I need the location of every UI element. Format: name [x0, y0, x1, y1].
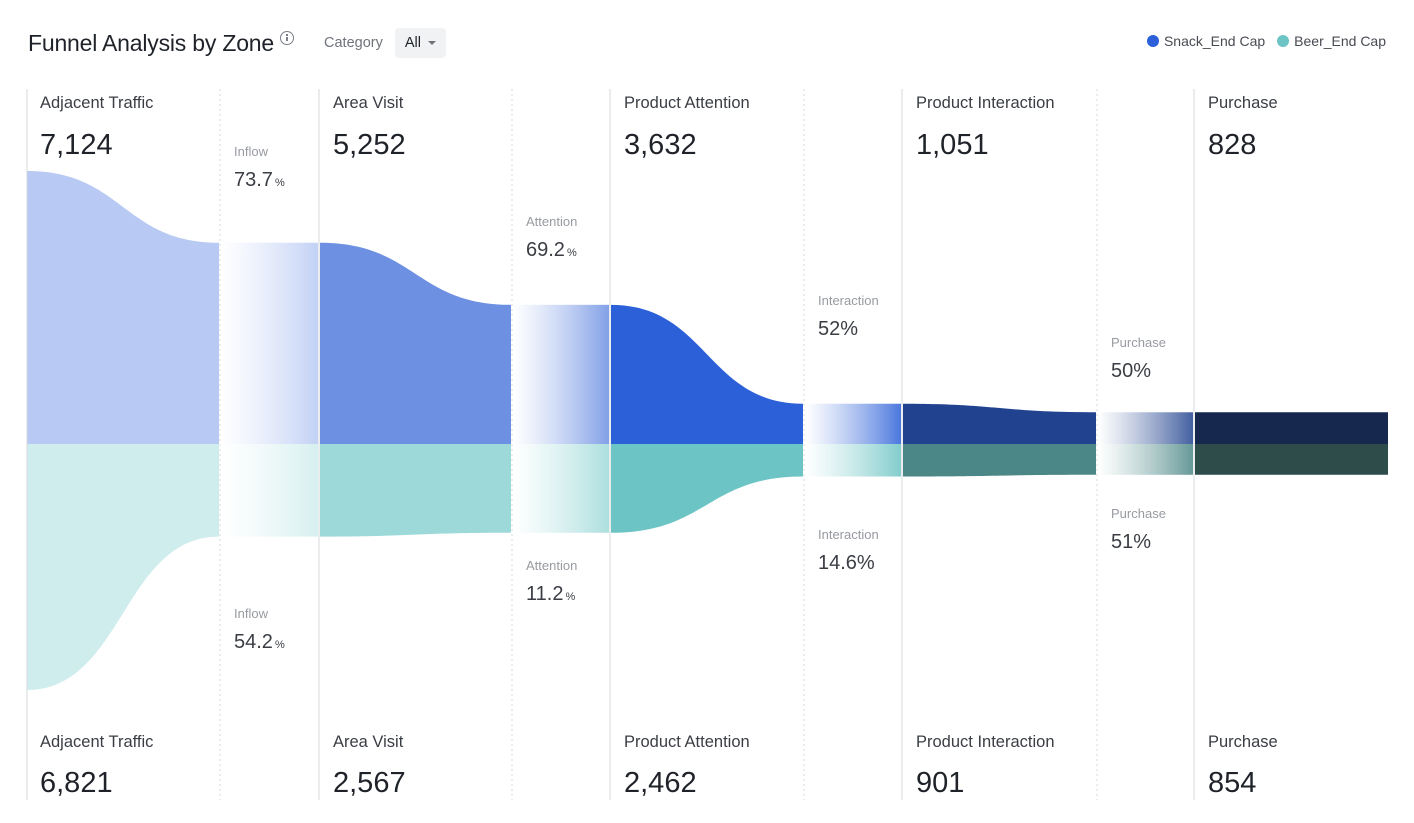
transition-rate-top-3: 50% [1111, 360, 1151, 382]
chevron-down-icon [427, 41, 436, 45]
category-dropdown-value: All [404, 35, 421, 51]
stage-value-top-2: 3,632 [624, 129, 697, 161]
info-icon[interactable] [280, 31, 294, 45]
transition-band-beer-1 [513, 444, 609, 533]
transition-rate-top-0: 73.7% [234, 169, 285, 191]
funnel-band-beer-0[interactable] [27, 444, 219, 690]
stage-label-top-3: Product Interaction [916, 94, 1055, 112]
transition-rate-top-1: 69.2% [526, 239, 577, 261]
transition-band-snack-1 [513, 304, 609, 444]
chart-header: Funnel Analysis by Zone Category All [28, 26, 446, 60]
stage-value-top-0: 7,124 [40, 129, 113, 161]
chart-legend: Snack_End Cap Beer_End Cap [1135, 33, 1386, 49]
category-dropdown[interactable]: All [394, 28, 446, 58]
legend-label-beer: Beer_End Cap [1294, 33, 1386, 49]
category-filter-label: Category [324, 35, 383, 51]
stage-label-bottom-2: Product Attention [624, 733, 750, 751]
transition-label-top-3: Purchase [1111, 335, 1166, 350]
stage-value-bottom-4: 854 [1208, 767, 1256, 799]
legend-item-beer[interactable]: Beer_End Cap [1277, 33, 1386, 49]
stage-value-bottom-1: 2,567 [333, 767, 406, 799]
funnel-band-snack-0[interactable] [27, 171, 219, 444]
transition-label-bottom-1: Attention [526, 558, 577, 573]
transition-label-top-2: Interaction [818, 293, 879, 308]
transition-band-beer-0 [221, 444, 318, 537]
stage-label-bottom-1: Area Visit [333, 733, 404, 751]
stage-value-bottom-0: 6,821 [40, 767, 113, 799]
legend-item-snack[interactable]: Snack_End Cap [1146, 33, 1266, 49]
transition-band-snack-2 [805, 403, 901, 444]
funnel-band-beer-1[interactable] [320, 444, 511, 537]
stage-value-bottom-2: 2,462 [624, 767, 697, 799]
chart-title: Funnel Analysis by Zone [28, 29, 274, 56]
transition-label-bottom-3: Purchase [1111, 506, 1166, 521]
transition-band-snack-3 [1098, 412, 1193, 444]
stage-label-top-2: Product Attention [624, 94, 750, 112]
stage-value-bottom-3: 901 [916, 767, 964, 799]
transition-band-beer-2 [805, 444, 901, 477]
stage-label-top-1: Area Visit [333, 94, 404, 112]
transition-label-top-1: Attention [526, 214, 577, 229]
funnel-band-beer-2[interactable] [611, 444, 803, 533]
transition-band-snack-0 [221, 242, 318, 444]
transition-rate-bottom-0: 54.2% [234, 631, 285, 653]
legend-swatch-beer [1277, 35, 1290, 47]
transition-rate-bottom-2: 14.6% [818, 552, 875, 574]
legend-label-snack: Snack_End Cap [1163, 33, 1266, 49]
funnel-band-snack-3[interactable] [903, 403, 1096, 444]
transition-rate-bottom-1: 11.2% [526, 583, 575, 605]
legend-swatch-snack [1146, 35, 1159, 47]
funnel-band-snack-2[interactable] [611, 304, 803, 444]
stage-label-bottom-3: Product Interaction [916, 733, 1055, 751]
funnel-band-snack-4[interactable] [1195, 412, 1388, 444]
transition-label-bottom-0: Inflow [234, 606, 269, 621]
transition-band-beer-3 [1098, 444, 1193, 475]
stage-value-top-1: 5,252 [333, 129, 406, 161]
stage-value-top-4: 828 [1208, 129, 1256, 161]
stage-value-top-3: 1,051 [916, 129, 989, 161]
transition-rate-bottom-3: 51% [1111, 531, 1151, 553]
stage-label-bottom-4: Purchase [1208, 733, 1278, 751]
stage-label-bottom-0: Adjacent Traffic [40, 733, 153, 751]
funnel-band-snack-1[interactable] [320, 242, 511, 444]
funnel-band-beer-3[interactable] [903, 444, 1096, 477]
stage-label-top-0: Adjacent Traffic [40, 94, 153, 112]
funnel-band-beer-4[interactable] [1195, 444, 1388, 475]
transition-label-top-0: Inflow [234, 144, 269, 159]
stage-label-top-4: Purchase [1208, 94, 1278, 112]
transition-rate-top-2: 52% [818, 318, 858, 340]
transition-label-bottom-2: Interaction [818, 527, 879, 542]
